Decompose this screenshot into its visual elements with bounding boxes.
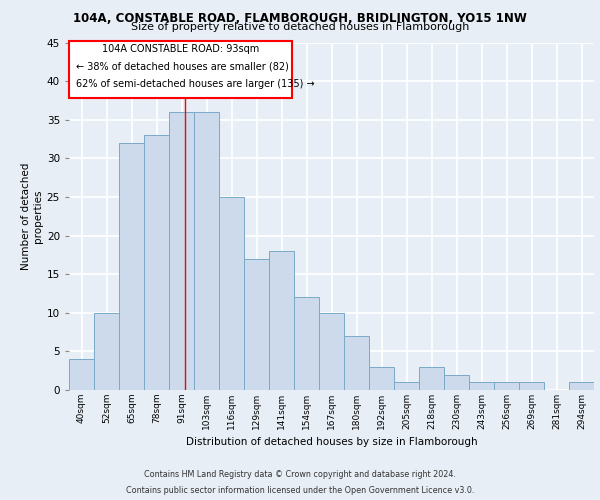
Text: Contains HM Land Registry data © Crown copyright and database right 2024.: Contains HM Land Registry data © Crown c…	[144, 470, 456, 479]
Text: Size of property relative to detached houses in Flamborough: Size of property relative to detached ho…	[131, 22, 469, 32]
Bar	[319, 313, 344, 390]
Bar	[469, 382, 494, 390]
Bar	[244, 258, 269, 390]
Bar	[194, 112, 219, 390]
FancyBboxPatch shape	[69, 41, 292, 98]
Bar	[94, 313, 119, 390]
Bar	[569, 382, 594, 390]
Bar	[219, 197, 244, 390]
X-axis label: Distribution of detached houses by size in Flamborough: Distribution of detached houses by size …	[185, 438, 478, 448]
Bar	[444, 374, 469, 390]
Bar	[394, 382, 419, 390]
Text: 104A CONSTABLE ROAD: 93sqm: 104A CONSTABLE ROAD: 93sqm	[102, 44, 259, 54]
Bar	[69, 359, 94, 390]
Bar	[269, 251, 294, 390]
Bar	[144, 135, 169, 390]
Bar	[369, 367, 394, 390]
Text: ← 38% of detached houses are smaller (82): ← 38% of detached houses are smaller (82…	[76, 62, 289, 72]
Bar	[294, 298, 319, 390]
Bar	[169, 112, 194, 390]
Bar	[519, 382, 544, 390]
Bar	[494, 382, 519, 390]
Y-axis label: Number of detached
properties: Number of detached properties	[21, 162, 43, 270]
Bar	[344, 336, 369, 390]
Bar	[119, 143, 144, 390]
Text: Contains public sector information licensed under the Open Government Licence v3: Contains public sector information licen…	[126, 486, 474, 495]
Text: 104A, CONSTABLE ROAD, FLAMBOROUGH, BRIDLINGTON, YO15 1NW: 104A, CONSTABLE ROAD, FLAMBOROUGH, BRIDL…	[73, 12, 527, 26]
Bar	[419, 367, 444, 390]
Text: 62% of semi-detached houses are larger (135) →: 62% of semi-detached houses are larger (…	[76, 79, 314, 89]
